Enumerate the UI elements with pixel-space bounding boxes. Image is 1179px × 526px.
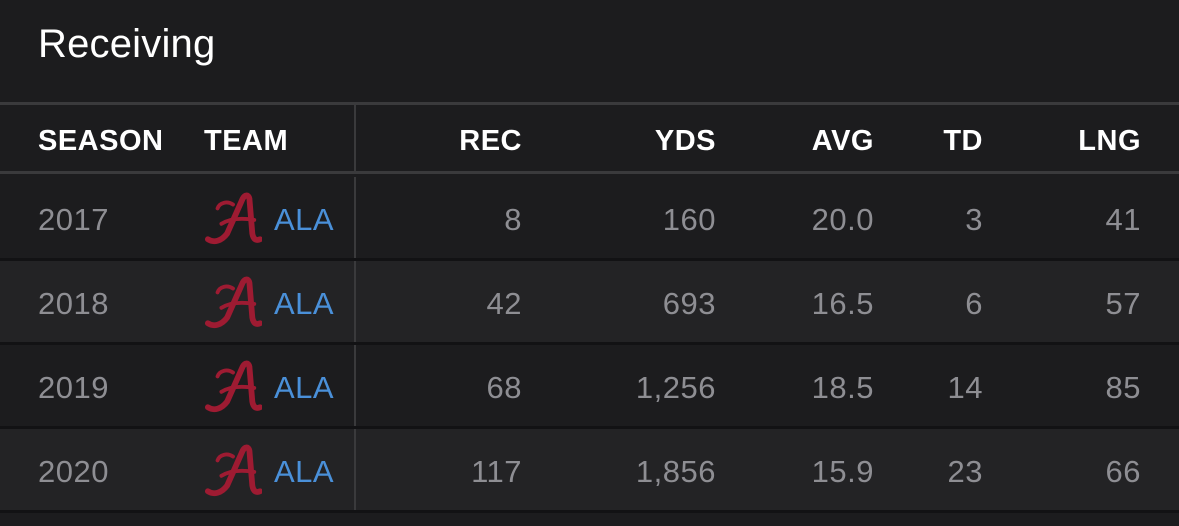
header-lng[interactable]: LNG (1078, 125, 1141, 157)
yds-cell: 693 (662, 286, 716, 321)
column-divider (354, 345, 356, 426)
rec-cell: 8 (504, 202, 522, 237)
td-cell: 6 (965, 286, 983, 321)
season-cell: 2020 (38, 454, 109, 489)
row-separator (0, 258, 1179, 261)
table-header: SEASON TEAM REC YDS AVG TD LNG (0, 102, 1179, 174)
yds-cell: 160 (662, 202, 716, 237)
lng-cell: 85 (1105, 370, 1141, 405)
rec-cell: 117 (471, 454, 522, 489)
column-divider (354, 261, 356, 342)
td-cell: 23 (947, 454, 983, 489)
yds-cell: 1,256 (635, 370, 716, 405)
avg-cell: 16.5 (811, 286, 874, 321)
table-row[interactable]: 2017 ALA 8 160 20.0 3 41 (0, 177, 1179, 258)
header-yds[interactable]: YDS (654, 125, 716, 157)
table-row[interactable]: 2020 ALA 117 1,856 15.9 23 66 (0, 429, 1179, 510)
avg-cell: 18.5 (811, 370, 874, 405)
avg-cell: 20.0 (811, 202, 874, 237)
yds-cell: 1,856 (635, 454, 716, 489)
alabama-script-a-logo-icon[interactable] (204, 191, 262, 247)
header-td[interactable]: TD (943, 125, 983, 157)
season-cell: 2018 (38, 286, 109, 321)
header-season[interactable]: SEASON (38, 125, 164, 157)
row-separator (0, 510, 1179, 513)
header-rec[interactable]: REC (459, 125, 522, 157)
header-column-divider (354, 105, 356, 171)
section-title: Receiving (38, 22, 216, 66)
team-link[interactable]: ALA (274, 202, 335, 237)
table-row[interactable]: 2019 ALA 68 1,256 18.5 14 85 (0, 345, 1179, 426)
season-cell: 2019 (38, 370, 109, 405)
header-team[interactable]: TEAM (204, 125, 289, 157)
team-link[interactable]: ALA (274, 286, 335, 321)
season-cell: 2017 (38, 202, 109, 237)
team-link[interactable]: ALA (274, 454, 335, 489)
team-link[interactable]: ALA (274, 370, 335, 405)
rec-cell: 42 (486, 286, 522, 321)
avg-cell: 15.9 (811, 454, 874, 489)
row-separator (0, 342, 1179, 345)
alabama-script-a-logo-icon[interactable] (204, 443, 262, 499)
column-divider (354, 177, 356, 258)
header-avg[interactable]: AVG (811, 125, 874, 157)
td-cell: 14 (947, 370, 983, 405)
lng-cell: 66 (1105, 454, 1141, 489)
td-cell: 3 (965, 202, 983, 237)
table-row[interactable]: 2018 ALA 42 693 16.5 6 57 (0, 261, 1179, 342)
alabama-script-a-logo-icon[interactable] (204, 359, 262, 415)
column-divider (354, 429, 356, 510)
row-separator (0, 426, 1179, 429)
lng-cell: 57 (1105, 286, 1141, 321)
alabama-script-a-logo-icon[interactable] (204, 275, 262, 331)
lng-cell: 41 (1105, 202, 1141, 237)
rec-cell: 68 (486, 370, 522, 405)
